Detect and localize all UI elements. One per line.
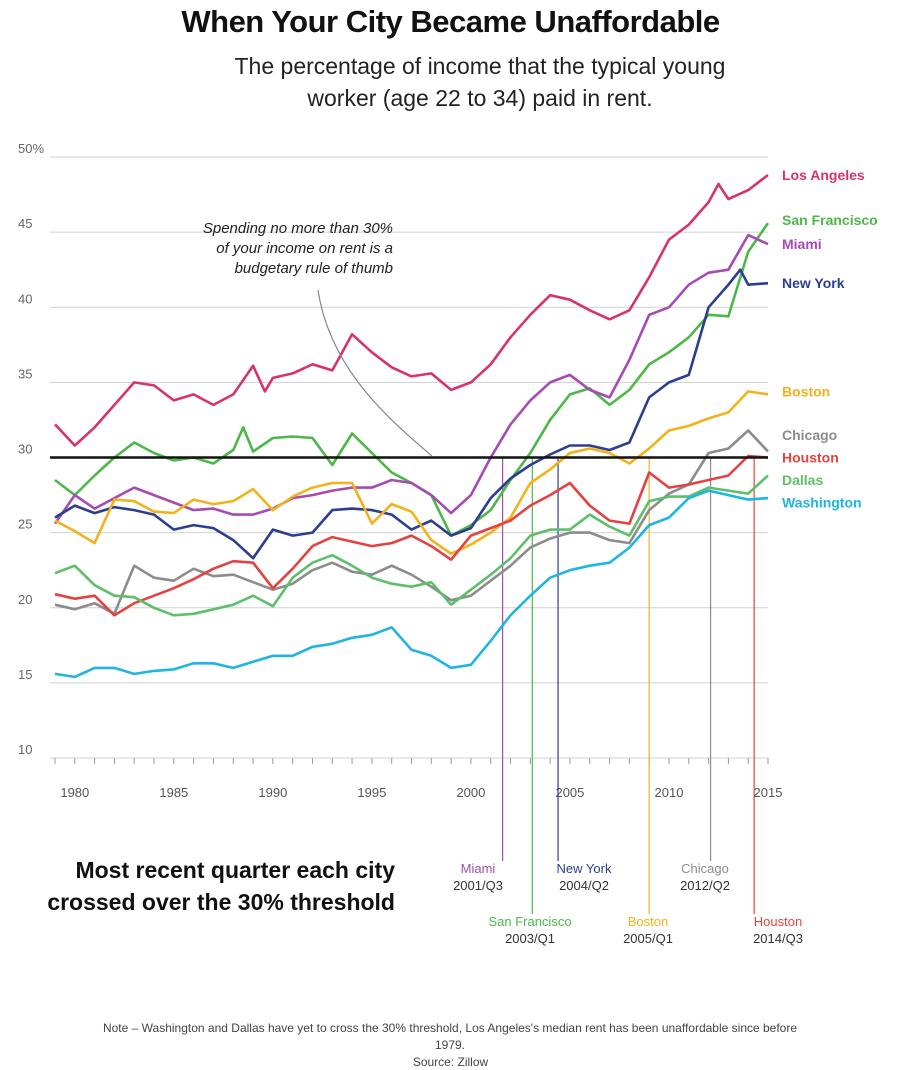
line-chart: 10 15 20 25 30 35 40 45 50% 1980 1985 1990 1995 2000 2…: [18, 141, 878, 946]
annotation-text: budgetary rule of thumb: [235, 260, 393, 277]
y-tick-label: 50%: [18, 141, 44, 156]
annotation-pointer: [317, 289, 433, 457]
series-label: Washington: [782, 495, 862, 511]
x-tick-label: 1990: [258, 785, 287, 800]
series-line: [53, 233, 769, 525]
crossing-city-label: New York: [557, 861, 612, 876]
y-tick-label: 40: [18, 291, 32, 306]
series-label: Boston: [782, 383, 830, 399]
series-line: [54, 489, 769, 679]
crossing-quarter-label: 2012/Q2: [680, 878, 730, 893]
series-label: New York: [782, 275, 845, 291]
chart-subtitle: The percentage of income that the typica…: [234, 53, 726, 111]
crossing-quarter-label: 2001/Q3: [453, 878, 503, 893]
series-line: [54, 390, 769, 555]
crossing-city-label: Miami: [461, 861, 496, 876]
crossing-city-label: Houston: [754, 914, 802, 929]
crossing-quarter-label: 2004/Q2: [559, 878, 609, 893]
y-tick-label: 25: [18, 517, 32, 532]
x-tick-label: 1980: [60, 785, 89, 800]
footnote: Note – Washington and Dallas have yet to…: [102, 1021, 798, 1052]
series-line: [54, 429, 769, 616]
series-label: Houston: [782, 450, 839, 466]
crossings-heading: Most recent quarter each city crossed ov…: [47, 857, 395, 915]
x-tick-label: 1985: [159, 785, 188, 800]
x-tick-label: 2010: [655, 785, 684, 800]
x-tick-label: 2005: [555, 785, 584, 800]
y-tick-label: 30: [18, 442, 32, 457]
annotation-text: Spending no more than 30%: [203, 220, 393, 237]
crossing-city-label: Boston: [628, 914, 668, 929]
crossing-city-label: Chicago: [681, 861, 729, 876]
y-tick-label: 10: [18, 742, 32, 757]
series-label: Los Angeles: [782, 167, 865, 183]
y-tick-label: 15: [18, 667, 32, 682]
x-tick-label: 1995: [357, 785, 386, 800]
source-credit: Source: Zillow: [412, 1055, 489, 1069]
y-tick-label: 45: [18, 216, 32, 231]
crossing-quarter-label: 2014/Q3: [753, 931, 803, 946]
y-tick-label: 35: [18, 366, 32, 381]
annotation-text: of your income on rent is a: [216, 240, 393, 257]
series-label: Chicago: [782, 427, 837, 443]
crossing-quarter-label: 2003/Q1: [505, 931, 555, 946]
series-label: Miami: [782, 236, 822, 252]
series-line: [54, 474, 769, 617]
series-line: [54, 173, 769, 447]
series-line: [54, 222, 770, 537]
x-tick-label: 2000: [456, 785, 485, 800]
x-tick-label: 2015: [754, 785, 783, 800]
series-label: San Francisco: [782, 212, 878, 228]
y-tick-label: 20: [18, 592, 32, 607]
crossing-quarter-label: 2005/Q1: [623, 931, 673, 946]
series-line: [54, 454, 769, 617]
series-label: Dallas: [782, 472, 823, 488]
chart-title: When Your City Became Unaffordable: [181, 4, 720, 39]
series-line: [54, 268, 769, 560]
crossing-city-label: San Francisco: [488, 914, 571, 929]
